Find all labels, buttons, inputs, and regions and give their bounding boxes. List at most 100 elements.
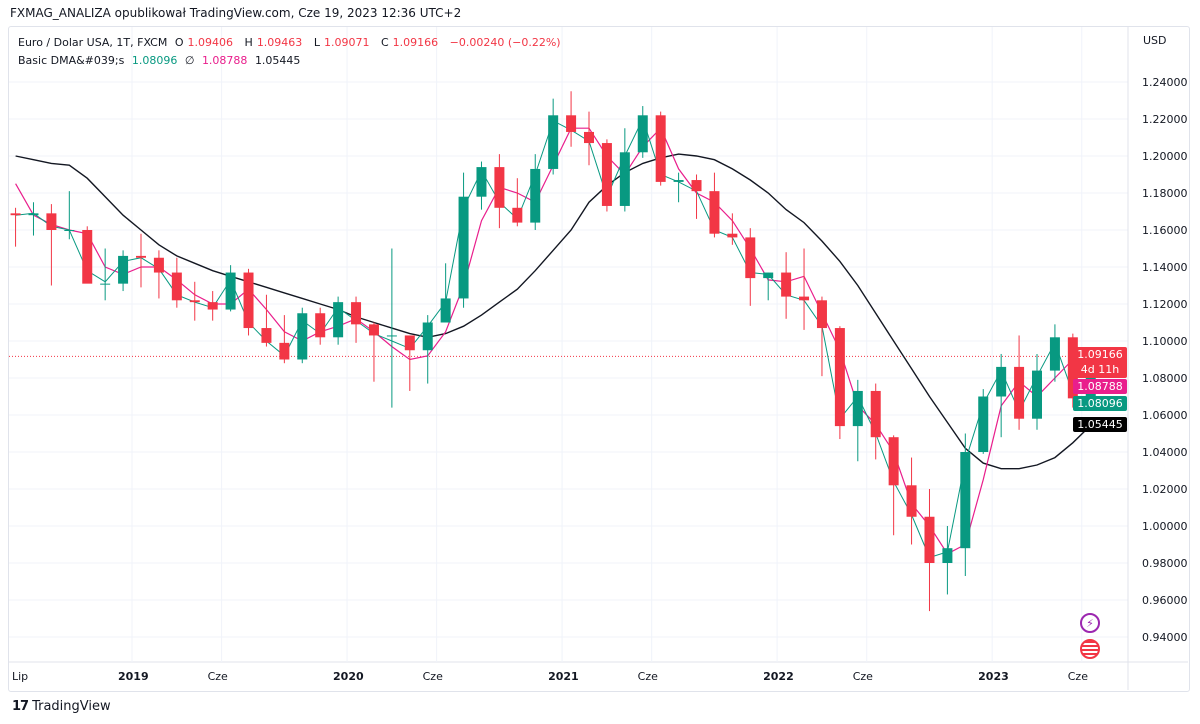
open-label: O <box>174 36 184 49</box>
price-axis-label: 1.12000 <box>1142 298 1188 311</box>
candle-body <box>46 213 57 230</box>
time-axis-label: Cze <box>208 670 228 683</box>
candle-body <box>799 296 810 301</box>
price-axis-label: 1.16000 <box>1142 224 1188 237</box>
price-axis-label: 1.08000 <box>1142 372 1188 385</box>
candle-body <box>153 257 164 273</box>
brand-name: TradingView <box>32 699 111 714</box>
candle-body <box>476 167 487 197</box>
candle-body <box>637 115 648 153</box>
candle-body <box>225 272 236 310</box>
candle-body <box>870 390 881 438</box>
price-axis-label: 1.04000 <box>1142 446 1188 459</box>
last-price-badge: 1.09166 4d 11h <box>1073 347 1127 378</box>
candle-body <box>368 324 379 336</box>
footer-brand: 𝟭𝟳 TradingView <box>12 699 111 714</box>
candle-body <box>458 196 469 299</box>
lightning-event-icon[interactable]: ⚡ <box>1080 613 1100 633</box>
candle-body <box>601 143 612 206</box>
close-label: C <box>380 36 389 49</box>
candle-body <box>189 300 200 303</box>
ma-symbol: ∅ <box>184 54 195 67</box>
candle-body <box>852 390 863 427</box>
candle-body <box>673 180 684 182</box>
candle-body <box>978 396 989 452</box>
indicator-legend-row: Basic DMA&#039;s 1.08096 ∅ 1.08788 1.054… <box>18 52 565 70</box>
candle-body <box>82 230 93 284</box>
low-label: L <box>313 36 320 49</box>
ma-mid-value: 1.08788 <box>201 54 248 67</box>
candle-body <box>619 152 630 206</box>
ma-fast-badge: 1.08096 <box>1073 396 1127 411</box>
candle-body <box>530 168 541 223</box>
candle-body <box>924 516 935 563</box>
publisher-line: FXMAG_ANALIZA opublikował TradingView.co… <box>10 6 462 20</box>
open-value: 1.09406 <box>187 36 234 49</box>
us-flag-event-icon[interactable] <box>1080 639 1100 659</box>
candle-body <box>100 283 111 285</box>
candle-body <box>548 115 559 169</box>
candle-body <box>333 302 344 338</box>
bar-countdown: 4d 11h <box>1080 363 1120 376</box>
price-axis-label: 1.20000 <box>1142 150 1188 163</box>
price-axis-label: 1.24000 <box>1142 76 1188 89</box>
candle-body <box>207 302 218 310</box>
candle-body <box>261 328 272 343</box>
candle-body <box>942 548 953 563</box>
candle-body <box>960 452 971 549</box>
ma-mid-badge: 1.08788 <box>1073 379 1127 394</box>
price-axis-label: 1.14000 <box>1142 261 1188 274</box>
ma-slow-value: 1.05445 <box>254 54 301 67</box>
candle-body <box>315 313 326 338</box>
price-axis-label: 0.96000 <box>1142 594 1188 607</box>
price-axis-label: 1.06000 <box>1142 409 1188 422</box>
candle-body <box>440 298 451 323</box>
time-axis-label: 2022 <box>763 670 794 683</box>
high-value: 1.09463 <box>256 36 303 49</box>
candle-body <box>709 191 720 234</box>
candle-body <box>584 131 594 144</box>
price-axis-label: 0.98000 <box>1142 557 1188 570</box>
time-axis-label: 2023 <box>978 670 1009 683</box>
chart-frame <box>8 26 1190 692</box>
price-axis-label: 1.10000 <box>1142 335 1188 348</box>
tradingview-logo-icon: 𝟭𝟳 <box>12 699 29 714</box>
candle-body <box>781 272 792 297</box>
candle-body <box>763 272 774 279</box>
ma-fast-value: 1.08096 <box>131 54 178 67</box>
candle-body <box>171 272 182 301</box>
candle-body <box>64 230 75 231</box>
symbol-title[interactable]: Euro / Dolar USA, 1T, FXCM <box>18 36 168 49</box>
price-axis-label: 1.18000 <box>1142 187 1188 200</box>
ma-slow-badge: 1.05445 <box>1073 417 1127 432</box>
candle-body <box>386 335 397 337</box>
time-axis-label: Cze <box>1068 670 1088 683</box>
candle-body <box>906 485 917 517</box>
price-axis-label: 0.94000 <box>1142 631 1188 644</box>
candle-body <box>816 300 827 329</box>
indicator-title[interactable]: Basic DMA&#039;s <box>18 54 125 67</box>
candle-body <box>10 213 21 216</box>
candle-body <box>404 335 415 351</box>
time-axis-label: Cze <box>423 670 443 683</box>
currency-label: USD <box>1143 34 1167 47</box>
candle-body <box>655 115 666 182</box>
candle-body <box>888 437 899 486</box>
candle-body <box>1049 337 1060 371</box>
time-axis-label: 2021 <box>548 670 579 683</box>
price-axis-label: 1.00000 <box>1142 520 1188 533</box>
chart-legend: Euro / Dolar USA, 1T, FXCM O 1.09406 H 1.0… <box>18 34 565 70</box>
last-price-value: 1.09166 <box>1077 348 1123 361</box>
candle-body <box>834 328 845 427</box>
candle-body <box>1032 370 1042 419</box>
close-value: 1.09166 <box>392 36 439 49</box>
candle-body <box>691 180 702 192</box>
candle-body <box>136 255 146 258</box>
low-value: 1.09071 <box>323 36 370 49</box>
candle-body <box>422 322 433 351</box>
ma-slow-line <box>15 153 1092 470</box>
candle-body <box>494 167 505 208</box>
candle-body <box>566 115 577 132</box>
symbol-legend-row: Euro / Dolar USA, 1T, FXCM O 1.09406 H 1.0… <box>18 34 565 52</box>
